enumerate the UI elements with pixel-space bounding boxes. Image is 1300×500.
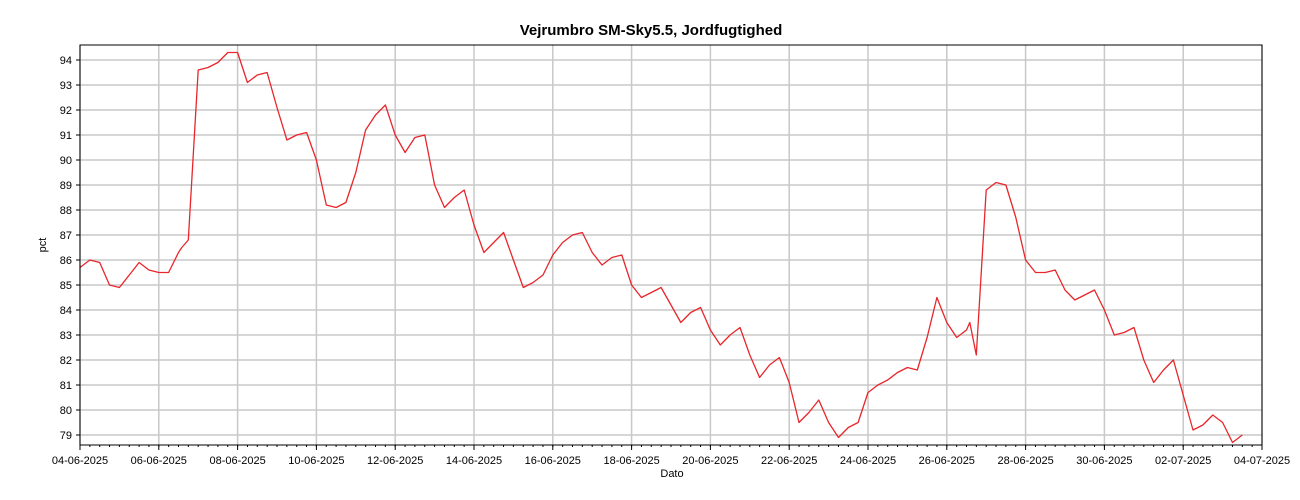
y-tick-label: 84 — [60, 305, 72, 317]
x-tick-label: 26-06-2025 — [919, 455, 975, 467]
x-tick-label: 06-06-2025 — [131, 455, 187, 467]
x-tick-label: 16-06-2025 — [525, 455, 581, 467]
x-tick-label: 18-06-2025 — [603, 455, 659, 467]
y-tick-label: 82 — [60, 355, 72, 367]
y-tick-label: 81 — [60, 380, 72, 392]
x-tick-label: 12-06-2025 — [367, 455, 423, 467]
x-tick-label: 22-06-2025 — [761, 455, 817, 467]
x-tick-label: 30-06-2025 — [1076, 455, 1132, 467]
x-axis-ticks: 04-06-2025 06-06-2025 08-06-2025 10-06-2025… — [52, 445, 1290, 467]
y-tick-label: 79 — [60, 430, 72, 442]
y-tick-label: 80 — [60, 405, 72, 417]
chart-title: Vejrumbro SM-Sky5.5, Jordfugtighed — [520, 22, 783, 39]
y-axis-ticks: 79 80 81 82 83 84 85 86 87 88 89 90 91 92 93 94 — [60, 55, 80, 442]
x-tick-label: 20-06-2025 — [682, 455, 738, 467]
series-group — [79, 51, 1243, 444]
x-tick-label: 08-06-2025 — [209, 455, 265, 467]
y-tick-label: 92 — [60, 105, 72, 117]
x-tick-label: 24-06-2025 — [840, 455, 896, 467]
y-tick-label: 90 — [60, 155, 72, 167]
grid-lines — [79, 45, 1263, 445]
y-tick-label: 83 — [60, 330, 72, 342]
y-tick-label: 91 — [60, 130, 72, 142]
x-tick-label: 04-06-2025 — [52, 455, 108, 467]
x-tick-label: 14-06-2025 — [446, 455, 502, 467]
x-tick-label: 28-06-2025 — [997, 455, 1053, 467]
y-tick-label: 85 — [60, 280, 72, 292]
y-tick-label: 93 — [60, 80, 72, 92]
x-tick-label: 02-07-2025 — [1155, 455, 1211, 467]
y-tick-label: 87 — [60, 230, 72, 242]
y-tick-label: 86 — [60, 255, 72, 267]
y-tick-label: 88 — [60, 205, 72, 217]
y-axis-label: pct — [37, 238, 49, 253]
y-tick-label: 89 — [60, 180, 72, 192]
x-axis-label: Dato — [660, 468, 683, 480]
y-tick-label: 94 — [60, 55, 72, 67]
plot-area-frame — [79, 44, 1263, 446]
series-line — [79, 51, 1243, 444]
x-tick-label: 10-06-2025 — [288, 455, 344, 467]
x-tick-label: 04-07-2025 — [1234, 455, 1290, 467]
